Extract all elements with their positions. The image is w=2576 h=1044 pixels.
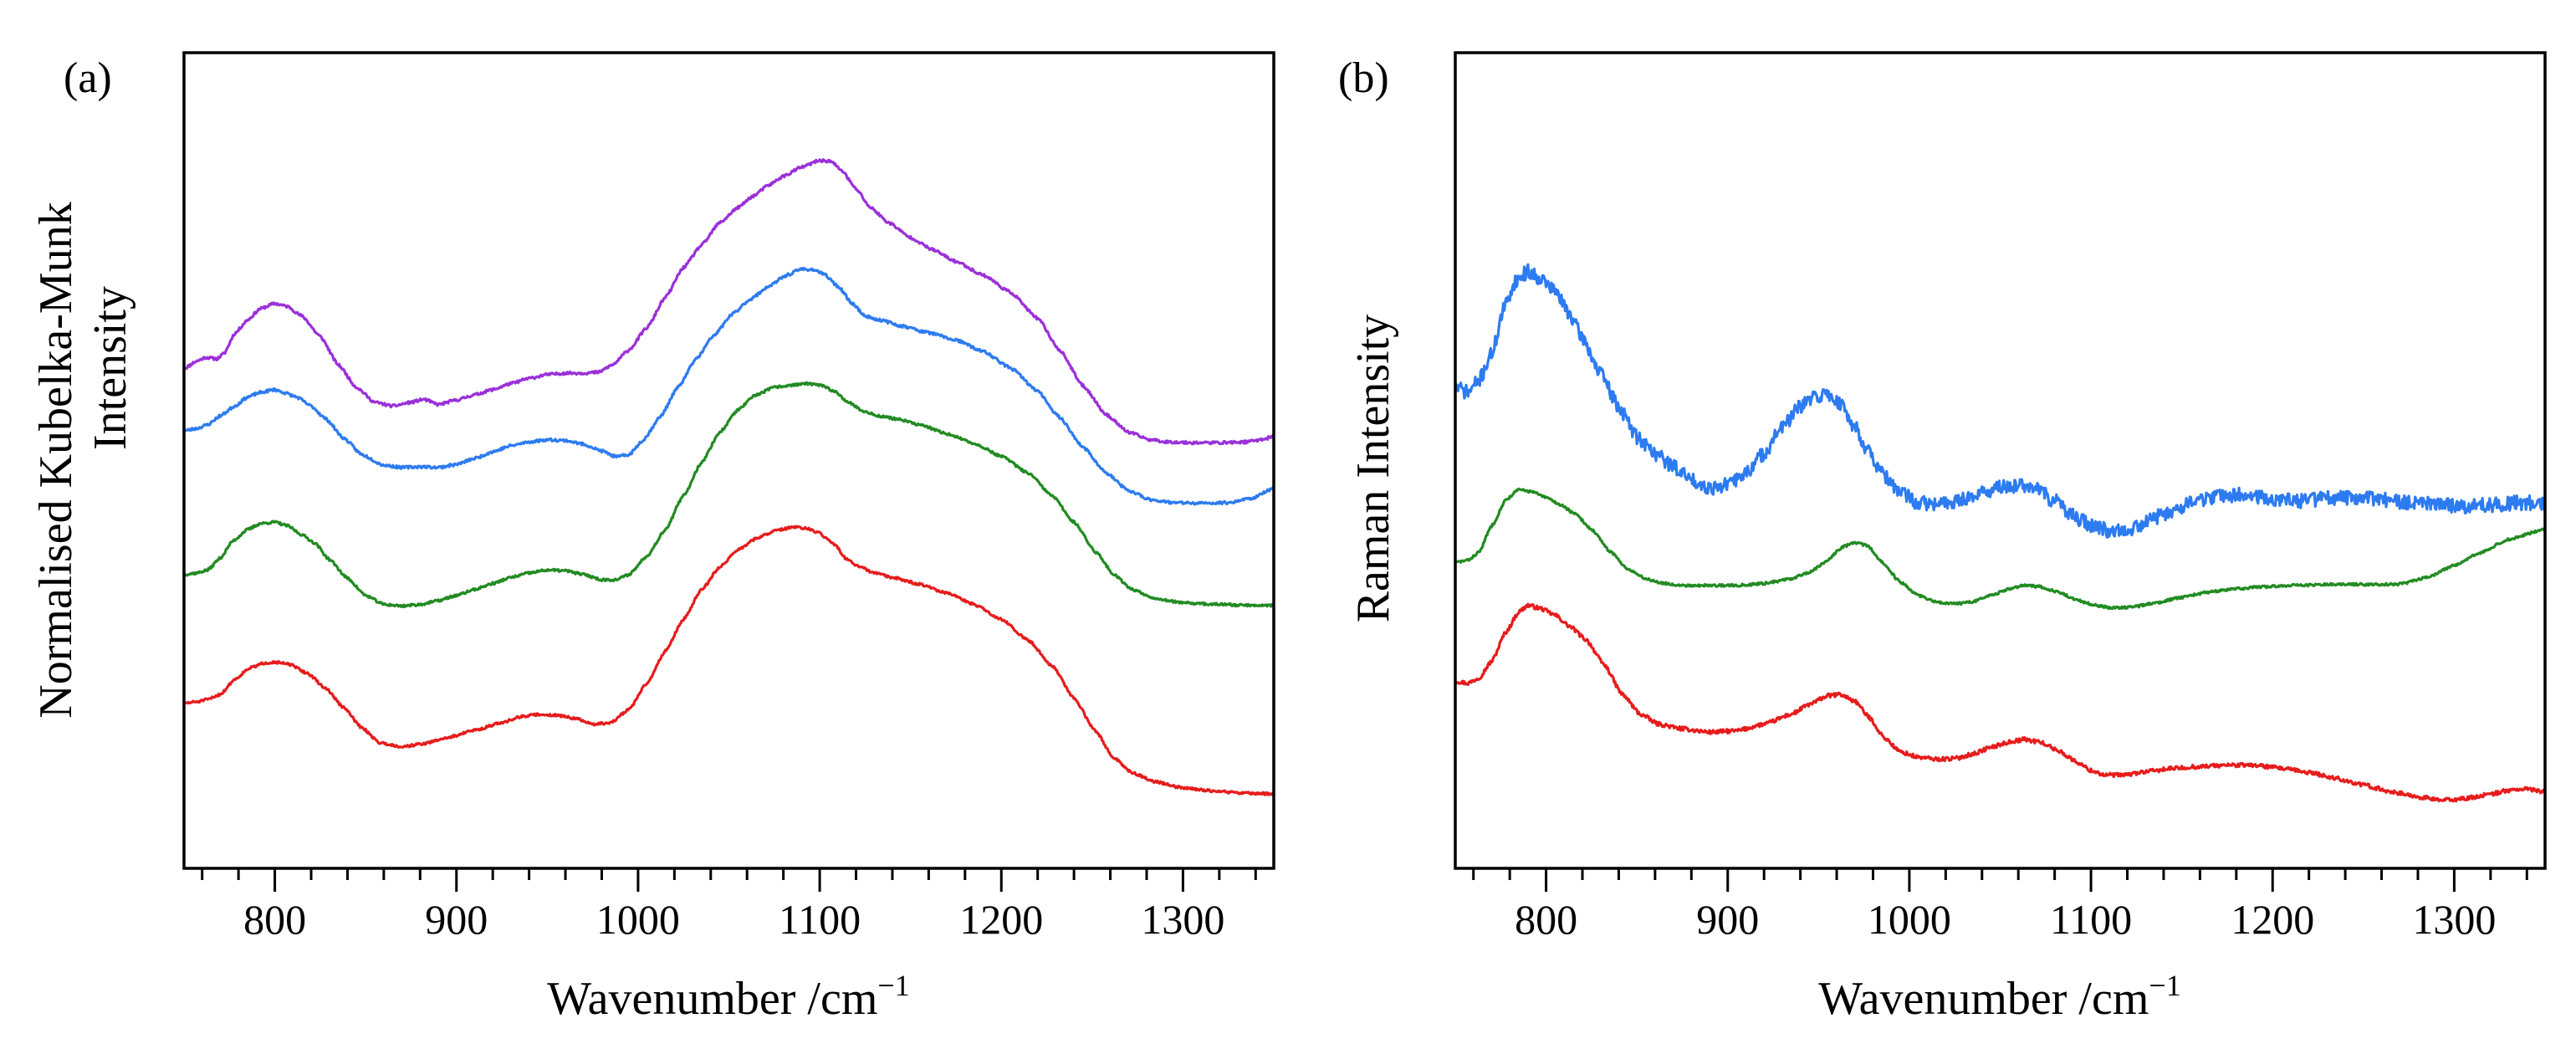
- panel-b: (b) 800 900 1000 1100 1200 1300 Raman Intensi…: [1338, 51, 2547, 1025]
- x-ticks-a: 800 900 1000 1100 1200 1300: [201, 868, 1257, 943]
- panel-label-b: (b): [1338, 54, 1389, 102]
- x-tick-label: 900: [1696, 896, 1759, 943]
- series-group-b: [1454, 263, 2547, 803]
- y-axis-title-b-line-1: Raman Intensity: [1347, 315, 1399, 623]
- series-group-a: [182, 158, 1275, 796]
- series-line-3: [182, 381, 1275, 608]
- x-tick-label: 1300: [1141, 896, 1224, 943]
- x-tick-label: 1000: [1868, 896, 1951, 943]
- y-axis-title-a: Normalised Kubelka-Munk Intensity: [30, 202, 136, 718]
- x-tick-label: 1100: [2050, 896, 2132, 943]
- y-axis-title-b: Raman Intensity: [1347, 315, 1399, 623]
- y-axis-title-a-line-2: Intensity: [84, 286, 136, 450]
- y-axis-title-a-line-1: Normalised Kubelka-Munk: [30, 202, 82, 718]
- x-tick-label: 1000: [596, 896, 680, 943]
- x-axis-title-b: Wavenumber /cm−1: [1818, 969, 2180, 1025]
- x-axis-title-b-main: Wavenumber /cm: [1818, 973, 2149, 1025]
- plot-frame-a: [182, 51, 1275, 870]
- x-ticks-b: 800 900 1000 1100 1200 1300: [1472, 868, 2528, 943]
- series-line-2: [1454, 487, 2547, 611]
- x-axis-title-b-superscript: −1: [2149, 969, 2180, 1002]
- x-tick-label: 1200: [2231, 896, 2314, 943]
- series-line-3: [1454, 602, 2547, 803]
- series-line-4: [182, 525, 1275, 796]
- x-tick-label: 1100: [779, 896, 861, 943]
- x-axis-title-a-main: Wavenumber /cm: [547, 973, 877, 1025]
- x-tick-label: 1200: [959, 896, 1043, 943]
- x-axis-title-a: Wavenumber /cm−1: [547, 969, 909, 1025]
- x-tick-label: 800: [1515, 896, 1577, 943]
- x-tick-label: 1300: [2412, 896, 2496, 943]
- panel-label-a: (a): [64, 54, 112, 102]
- series-line-1: [1454, 263, 2547, 539]
- panel-a: (a) 800 900 1000 1100 1200 1300 Normalised Ku…: [30, 51, 1275, 1025]
- series-line-1: [182, 158, 1275, 446]
- x-axis-title-a-superscript: −1: [877, 969, 909, 1002]
- x-tick-label: 800: [243, 896, 306, 943]
- x-tick-label: 900: [425, 896, 488, 943]
- series-line-2: [182, 267, 1275, 506]
- plot-frame-b: [1454, 51, 2547, 870]
